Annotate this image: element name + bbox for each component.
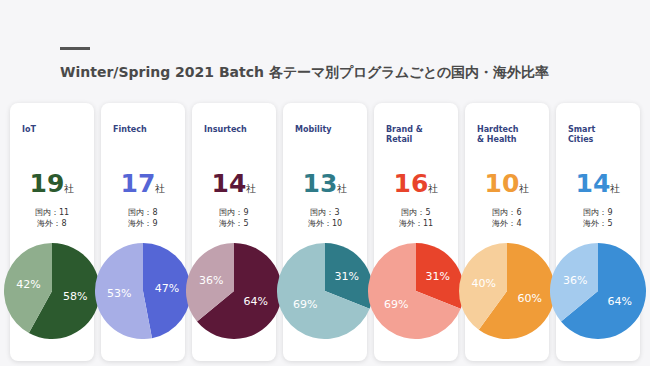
html-text:Brand & Retail: Brand & Retail [386, 125, 423, 144]
html-text:17: 17 [120, 169, 156, 198]
svg-text:31%: 31% [335, 270, 359, 283]
html-text:Mobility: Mobility [295, 125, 332, 134]
html-text:16: 16 [393, 169, 429, 198]
html-text:社: 社 [246, 183, 257, 194]
html-text:社: 社 [337, 183, 348, 194]
svg-text:36%: 36% [199, 274, 223, 287]
html-text:14: 14 [211, 169, 247, 198]
html-text:海外：9: 海外：9 [128, 219, 158, 228]
html-text:Winter/Spring 2021 Batch 各テーマ別: Winter/Spring 2021 Batch 各テーマ別プログラムごとの国内… [60, 64, 549, 80]
svg-text:31%: 31% [426, 270, 450, 283]
svg-text:58%: 58% [63, 290, 87, 303]
html-text:国内：9: 国内：9 [219, 208, 249, 217]
svg-text:53%: 53% [107, 287, 131, 300]
html-text:IoT: IoT [22, 125, 36, 134]
svg-text:47%: 47% [155, 282, 179, 295]
html-text:Insurtech: Insurtech [204, 125, 247, 134]
svg-text:69%: 69% [293, 298, 317, 311]
html-text:海外：5: 海外：5 [583, 219, 613, 228]
html-text:14: 14 [575, 169, 611, 198]
html-text:社: 社 [64, 183, 75, 194]
html-text:海外：5: 海外：5 [219, 219, 249, 228]
html-text:国内：8: 国内：8 [128, 208, 158, 217]
html-text:国内：9: 国内：9 [583, 208, 613, 217]
html-text:Hardtech & Health: Hardtech & Health [477, 125, 519, 144]
svg-text:69%: 69% [384, 298, 408, 311]
html-text:社: 社 [428, 183, 439, 194]
html-text:海外：4: 海外：4 [492, 219, 522, 228]
html-text:国内：5: 国内：5 [401, 208, 431, 217]
html-text:社: 社 [610, 183, 621, 194]
html-text:Fintech: Fintech [113, 125, 147, 134]
html-text:Smart Cities: Smart Cities [568, 125, 596, 144]
svg-text:64%: 64% [607, 295, 631, 308]
html-text:海外：8: 海外：8 [37, 219, 67, 228]
html-text:国内：6: 国内：6 [492, 208, 522, 217]
svg-text:36%: 36% [563, 274, 587, 287]
html-text:海外：11: 海外：11 [398, 219, 434, 228]
html-text:13: 13 [302, 169, 338, 198]
svg-text:42%: 42% [16, 278, 40, 291]
svg-text:60%: 60% [518, 292, 542, 305]
svg-text:40%: 40% [471, 277, 495, 290]
html-text:19: 19 [29, 169, 65, 198]
html-text:国内：11: 国内：11 [34, 208, 70, 217]
html-text:海外：10: 海外：10 [307, 219, 343, 228]
html-text:10: 10 [484, 169, 520, 198]
html-text:社: 社 [155, 183, 166, 194]
svg-text:64%: 64% [243, 295, 267, 308]
html-text:社: 社 [519, 183, 530, 194]
html-text:国内：3: 国内：3 [310, 208, 340, 217]
